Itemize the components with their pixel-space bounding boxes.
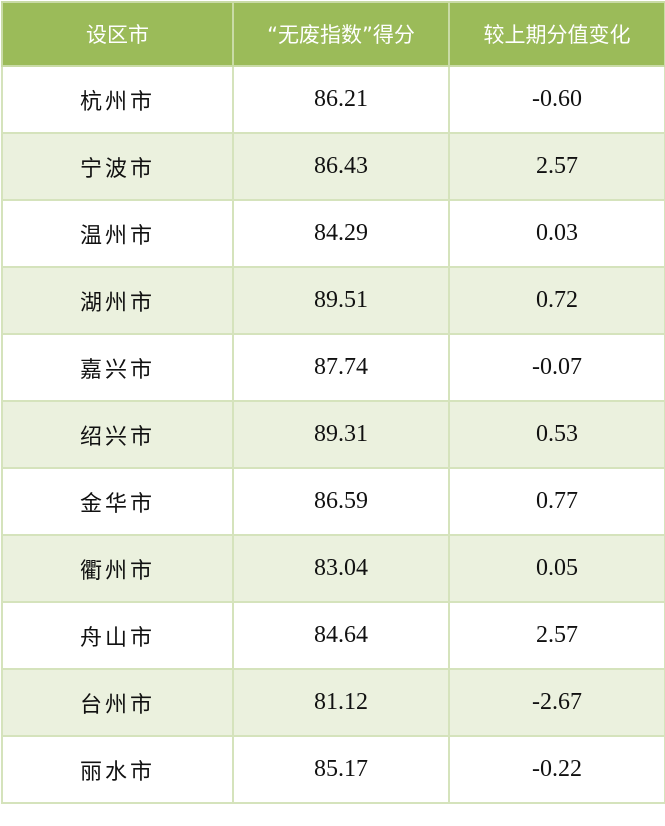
change-cell: 0.77 (448, 467, 665, 536)
table-row: 湖州市 89.51 0.72 (1, 266, 665, 335)
change-cell: 0.72 (448, 266, 665, 335)
score-table: 设区市 “无废指数”得分 较上期分值变化 杭州市 86.21 -0.60 宁波市 86.… (1, 1, 665, 804)
table-row: 温州市 84.29 0.03 (1, 199, 665, 268)
score-cell: 87.74 (232, 333, 450, 402)
table-row: 金华市 86.59 0.77 (1, 467, 665, 536)
city-cell: 舟山市 (1, 601, 234, 670)
score-cell: 86.59 (232, 467, 450, 536)
change-cell: -0.60 (448, 65, 665, 134)
change-cell: 0.53 (448, 400, 665, 469)
change-cell: -0.07 (448, 333, 665, 402)
city-cell: 丽水市 (1, 735, 234, 804)
city-cell: 宁波市 (1, 132, 234, 201)
change-cell: -0.22 (448, 735, 665, 804)
city-cell: 衢州市 (1, 534, 234, 603)
city-cell: 嘉兴市 (1, 333, 234, 402)
score-cell: 85.17 (232, 735, 450, 804)
score-cell: 83.04 (232, 534, 450, 603)
change-cell: 0.03 (448, 199, 665, 268)
score-cell: 86.43 (232, 132, 450, 201)
table-row: 舟山市 84.64 2.57 (1, 601, 665, 670)
change-cell: 0.05 (448, 534, 665, 603)
change-cell: 2.57 (448, 132, 665, 201)
city-cell: 金华市 (1, 467, 234, 536)
score-cell: 81.12 (232, 668, 450, 737)
table-row: 丽水市 85.17 -0.22 (1, 735, 665, 804)
change-cell: 2.57 (448, 601, 665, 670)
city-cell: 温州市 (1, 199, 234, 268)
score-cell: 89.51 (232, 266, 450, 335)
header-row: 设区市 “无废指数”得分 较上期分值变化 (1, 1, 665, 67)
header-score: “无废指数”得分 (232, 1, 450, 67)
header-change: 较上期分值变化 (448, 1, 665, 67)
change-cell: -2.67 (448, 668, 665, 737)
city-cell: 绍兴市 (1, 400, 234, 469)
table-row: 杭州市 86.21 -0.60 (1, 65, 665, 134)
score-cell: 84.29 (232, 199, 450, 268)
table-row: 宁波市 86.43 2.57 (1, 132, 665, 201)
table-row: 台州市 81.12 -2.67 (1, 668, 665, 737)
city-cell: 台州市 (1, 668, 234, 737)
table-row: 绍兴市 89.31 0.53 (1, 400, 665, 469)
score-cell: 86.21 (232, 65, 450, 134)
header-city: 设区市 (1, 1, 234, 67)
score-cell: 89.31 (232, 400, 450, 469)
city-cell: 湖州市 (1, 266, 234, 335)
table-row: 嘉兴市 87.74 -0.07 (1, 333, 665, 402)
city-cell: 杭州市 (1, 65, 234, 134)
table-row: 衢州市 83.04 0.05 (1, 534, 665, 603)
score-cell: 84.64 (232, 601, 450, 670)
